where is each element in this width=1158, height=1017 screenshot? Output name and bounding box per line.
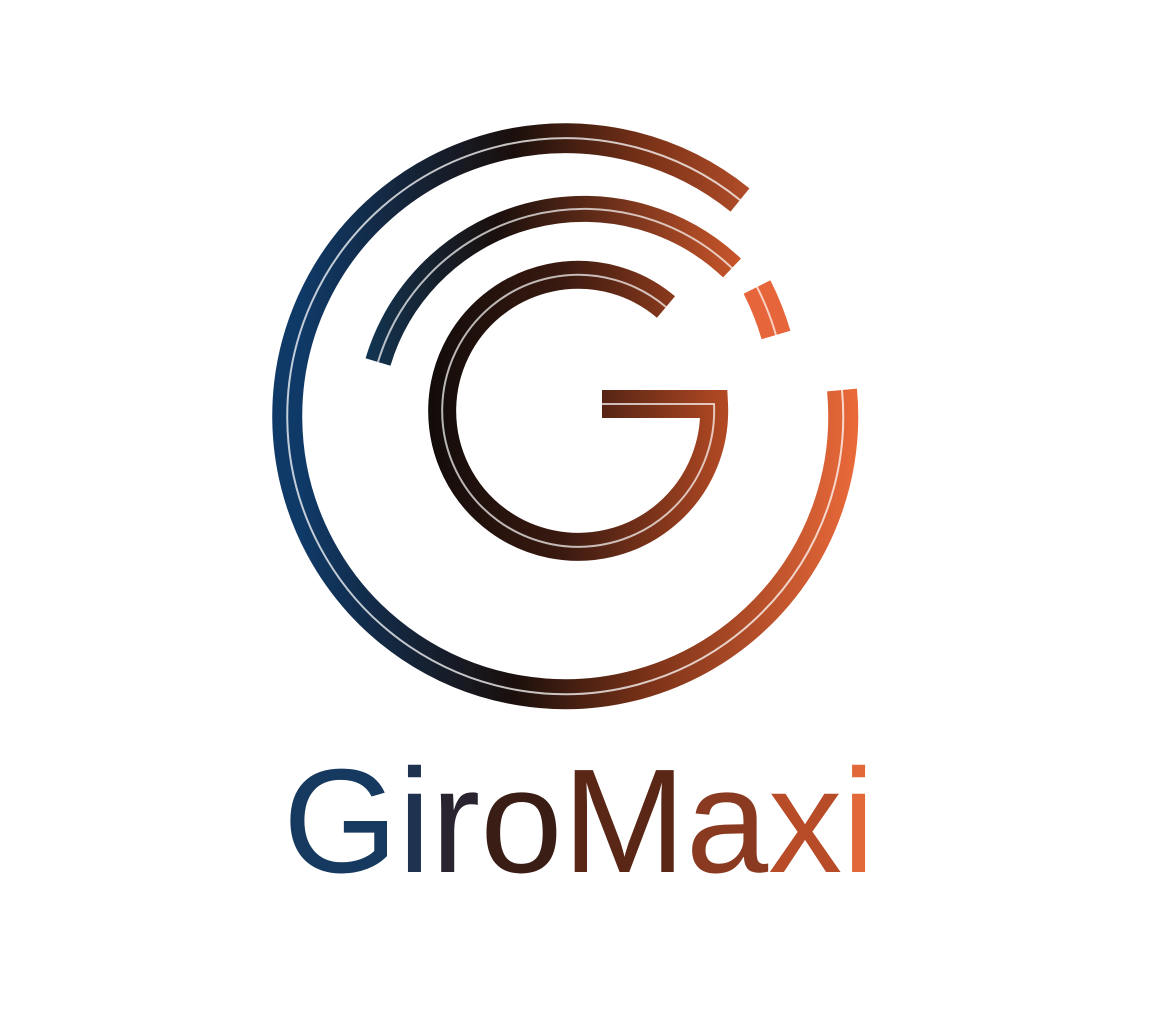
middle-arc-icon [365,195,741,366]
wordmark-letter: M [562,739,686,904]
wordmark-letter: r [430,739,481,904]
wordmark-letter: x [768,739,843,904]
wordmark-letter: G [282,739,399,904]
inner-g-icon [428,260,729,561]
wordmark-letter: i [398,739,431,904]
wordmark-letter: o [480,739,563,904]
wordmark-letter: a [685,739,769,904]
wordmark-letter: i [842,739,876,904]
brand-wordmark: GiroMaxi [0,748,1158,896]
outer-ring-icon [272,123,859,710]
